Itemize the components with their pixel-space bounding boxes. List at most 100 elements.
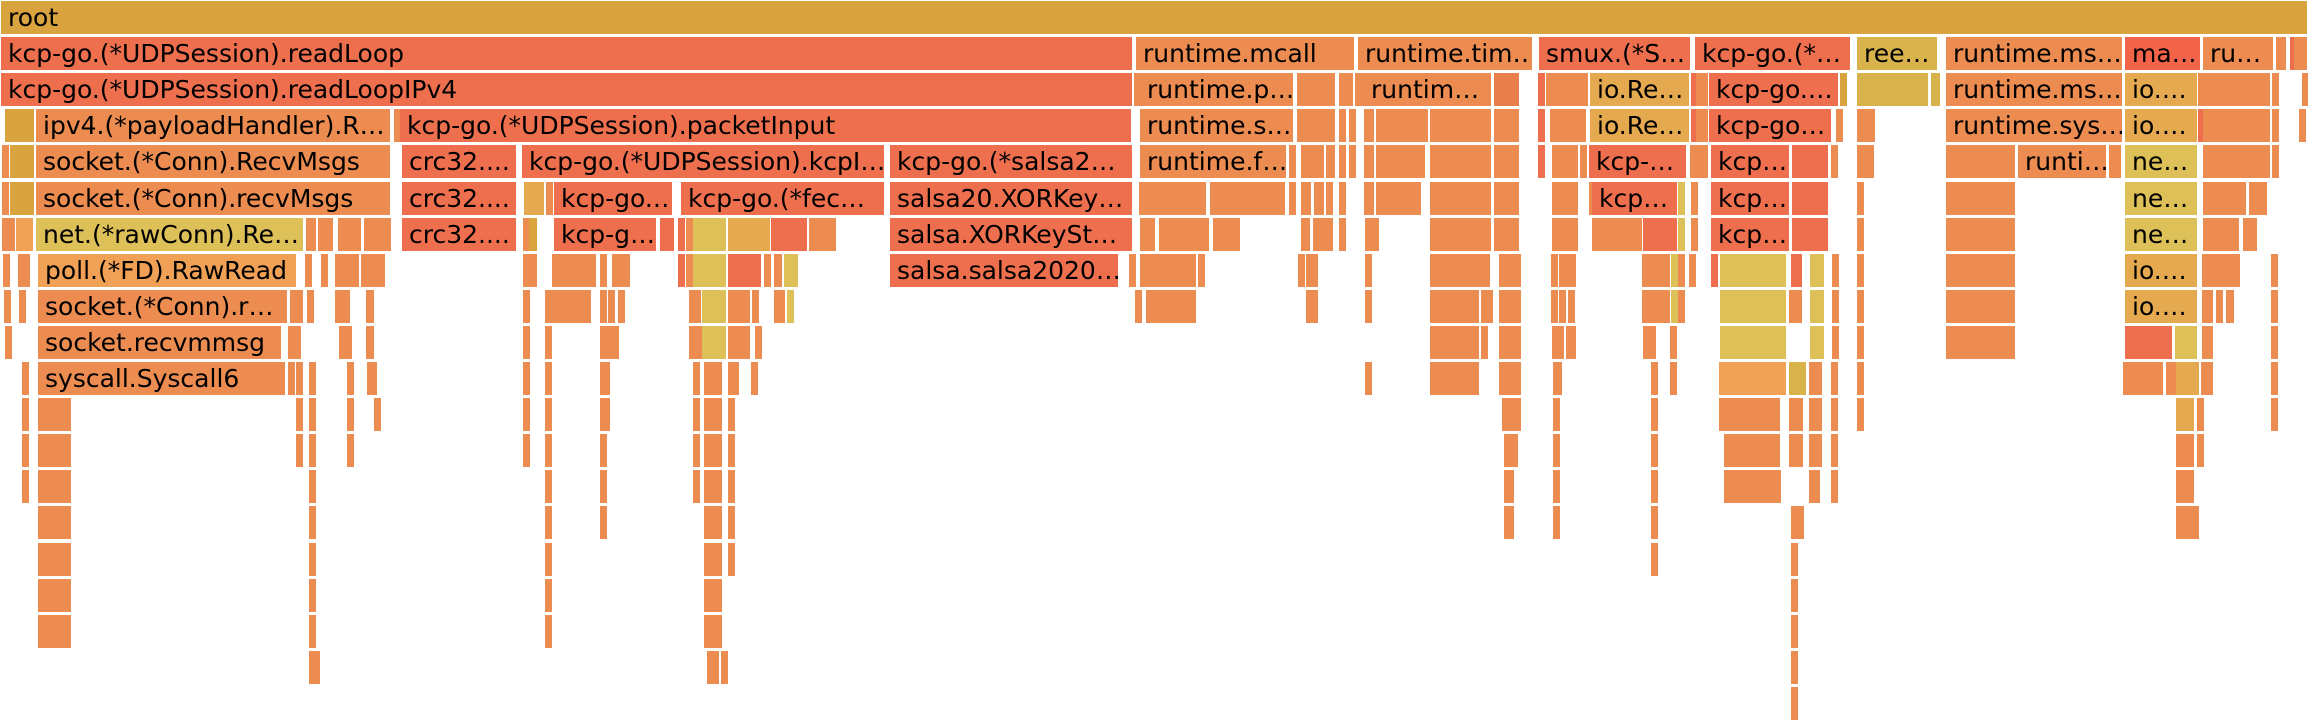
frame[interactable] xyxy=(689,325,696,359)
frame[interactable] xyxy=(545,614,552,648)
frame[interactable] xyxy=(1355,73,1362,107)
frame[interactable] xyxy=(1864,109,1875,143)
frame[interactable] xyxy=(339,325,346,359)
frame[interactable] xyxy=(612,253,619,287)
frame[interactable] xyxy=(367,362,377,395)
frame[interactable] xyxy=(728,398,735,432)
frame[interactable] xyxy=(1504,470,1514,504)
frame[interactable] xyxy=(2203,73,2270,107)
frame[interactable] xyxy=(693,253,726,287)
frame-crc32[interactable]: crc32.... xyxy=(402,181,516,215)
frame[interactable] xyxy=(1504,434,1518,468)
frame[interactable] xyxy=(728,362,735,395)
frame[interactable] xyxy=(2203,181,2246,215)
frame[interactable] xyxy=(1146,253,1196,287)
frame[interactable] xyxy=(1696,145,1703,179)
frame[interactable] xyxy=(755,325,762,359)
frame[interactable] xyxy=(1724,434,1780,468)
frame[interactable] xyxy=(1796,398,1803,432)
frame[interactable] xyxy=(1671,289,1678,323)
frame[interactable] xyxy=(1649,325,1656,359)
frame[interactable] xyxy=(38,470,71,504)
frame[interactable] xyxy=(2201,362,2208,395)
frame[interactable] xyxy=(704,614,722,648)
frame-runtime-f[interactable]: runtime.f… xyxy=(1140,145,1286,179)
frame[interactable] xyxy=(752,289,759,323)
frame[interactable] xyxy=(18,253,25,287)
frame[interactable] xyxy=(523,217,530,251)
frame[interactable] xyxy=(2197,434,2204,468)
frame-kcp[interactable]: kcp… xyxy=(1711,145,1789,179)
frame[interactable] xyxy=(728,217,770,251)
frame[interactable] xyxy=(1553,362,1562,395)
frame[interactable] xyxy=(693,434,700,468)
frame-runtime-s[interactable]: runtime.s… xyxy=(1140,109,1293,143)
frame-kcp[interactable]: kcp-… xyxy=(1589,145,1686,179)
frame[interactable] xyxy=(347,362,354,395)
frame[interactable] xyxy=(2250,217,2257,251)
frame[interactable] xyxy=(2226,289,2234,323)
frame-ne[interactable]: ne… xyxy=(2125,181,2197,215)
frame[interactable] xyxy=(728,506,735,540)
frame-kcp-go[interactable]: kcp-go.(*… xyxy=(1695,37,1850,71)
frame[interactable] xyxy=(732,362,739,395)
frame[interactable] xyxy=(1946,181,2015,215)
frame[interactable] xyxy=(1365,289,1372,323)
frame[interactable] xyxy=(694,289,701,323)
frame[interactable] xyxy=(1857,109,1864,143)
frame[interactable] xyxy=(704,398,722,432)
frame-crc32[interactable]: crc32.... xyxy=(402,217,516,251)
frame-ree[interactable]: ree… xyxy=(1857,37,1937,71)
frame[interactable] xyxy=(1678,181,1685,215)
frame[interactable] xyxy=(318,217,333,251)
frame[interactable] xyxy=(22,398,29,432)
frame[interactable] xyxy=(2125,325,2172,359)
frame-syscall-syscall6[interactable]: syscall.Syscall6 xyxy=(38,362,285,395)
frame[interactable] xyxy=(728,434,735,468)
frame-kcp[interactable]: kcp… xyxy=(1711,217,1789,251)
frame[interactable] xyxy=(2176,506,2199,540)
frame-ma[interactable]: ma… xyxy=(2125,37,2200,71)
frame[interactable] xyxy=(1651,398,1658,432)
frame[interactable] xyxy=(1857,73,1928,107)
frame[interactable] xyxy=(22,362,29,395)
frame[interactable] xyxy=(1719,398,1780,432)
frame[interactable] xyxy=(1791,614,1798,648)
frame[interactable] xyxy=(1678,217,1685,251)
frame[interactable] xyxy=(5,325,12,359)
frame-runtime-tim[interactable]: runtime.tim… xyxy=(1358,37,1532,71)
frame[interactable] xyxy=(523,434,530,468)
frame-io-re[interactable]: io.Re… xyxy=(1590,73,1689,107)
frame[interactable] xyxy=(1809,362,1822,395)
frame[interactable] xyxy=(1831,434,1838,468)
frame[interactable] xyxy=(1134,73,1141,107)
frame[interactable] xyxy=(1791,542,1798,576)
frame[interactable] xyxy=(296,362,303,395)
frame[interactable] xyxy=(5,109,34,143)
frame[interactable] xyxy=(529,217,537,251)
frame[interactable] xyxy=(1140,217,1155,251)
frame[interactable] xyxy=(1592,217,1642,251)
frame-io[interactable]: io.… xyxy=(2125,253,2197,287)
frame[interactable] xyxy=(1946,253,2015,287)
frame[interactable] xyxy=(321,253,328,287)
frame[interactable] xyxy=(1792,217,1828,251)
frame-runtime-ms[interactable]: runtime.ms… xyxy=(1946,37,2122,71)
frame[interactable] xyxy=(721,650,728,684)
frame[interactable] xyxy=(1831,470,1838,504)
frame[interactable] xyxy=(1580,145,1587,179)
frame[interactable] xyxy=(288,325,295,359)
frame[interactable] xyxy=(2249,181,2267,215)
frame[interactable] xyxy=(2176,470,2194,504)
frame[interactable] xyxy=(1792,181,1828,215)
frame[interactable] xyxy=(695,325,702,359)
frame[interactable] xyxy=(1789,362,1806,395)
frame[interactable] xyxy=(1430,362,1479,395)
frame[interactable] xyxy=(2271,398,2278,432)
frame[interactable] xyxy=(1832,289,1839,323)
frame-socket-recvmmsg[interactable]: socket.recvmmsg xyxy=(38,325,281,359)
frame[interactable] xyxy=(16,217,33,251)
frame[interactable] xyxy=(1789,398,1796,432)
frame[interactable] xyxy=(1538,73,1545,107)
frame[interactable] xyxy=(309,542,316,576)
